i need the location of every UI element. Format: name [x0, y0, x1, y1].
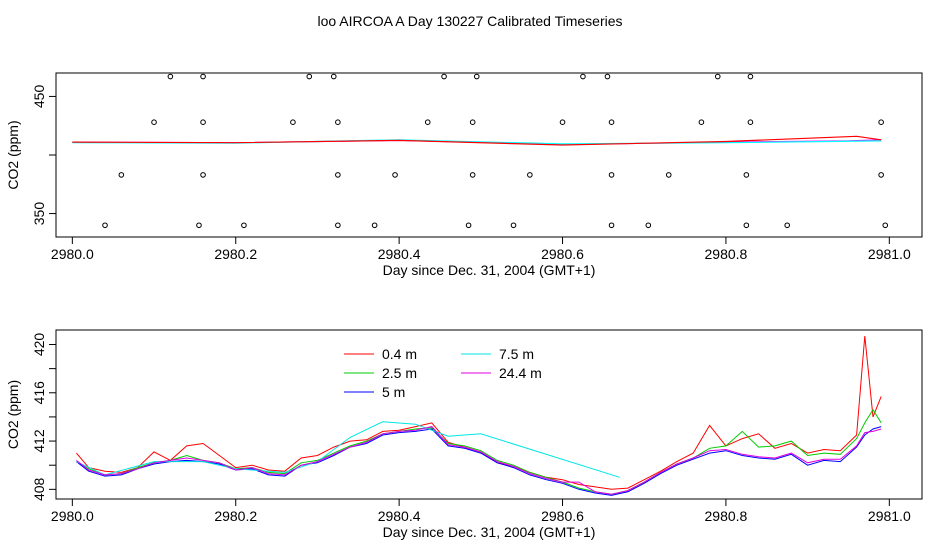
panel0-data-point: [878, 119, 884, 125]
series-line-5-m: [76, 426, 882, 496]
panel0-data-point: [335, 172, 341, 178]
chart-panel-top: 2980.0 2980.2 2980.4 2980.6 2980.8 2981.0 Day …: [5, 72, 923, 278]
panel0-x-axis-label: Day since Dec. 31, 2004 (GMT+1): [383, 262, 596, 278]
panel0-data-point: [118, 172, 125, 178]
panel0-data-point: [200, 172, 206, 178]
panel0-data-point: [645, 222, 652, 229]
panel0-data-point: [747, 119, 754, 125]
series-line-0-4-m: [76, 335, 882, 490]
panel0-data-point: [743, 172, 750, 178]
panel1-x-axis-label: Day since Dec. 31, 2004 (GMT+1): [383, 524, 596, 540]
panel0-data-point: [306, 73, 313, 80]
panel0-x-tick-label: 2980.8: [705, 246, 748, 262]
panel0-x-tick-label: 2980.2: [214, 246, 257, 262]
panel1-y-tick-label: 412: [31, 429, 47, 453]
panel0-data-point: [784, 222, 790, 229]
panel0-x-tick-label: 2981.0: [868, 246, 911, 262]
page-title: loo AIRCOA A Day 130227 Calibrated Times…: [317, 13, 622, 29]
legend-label: 24.4 m: [499, 365, 542, 381]
panel1-x-tick-label: 2980.0: [51, 508, 94, 524]
series-line-2-5-m: [76, 408, 882, 495]
panel1-y-tick-label: 416: [31, 381, 47, 405]
series-line-7-5-m: [76, 421, 620, 478]
panel0-y-tick-label: 450: [31, 85, 47, 109]
panel1-x-tick-label: 2980.6: [541, 508, 584, 524]
legend-label: 5 m: [382, 384, 405, 400]
panel0-data-point: [469, 119, 476, 125]
panel0-x-tick-label: 2980.4: [378, 246, 421, 262]
panel0-y-tick-label: 350: [31, 202, 47, 226]
panel0-data-point: [604, 73, 611, 80]
panel0-plot-frame: [55, 72, 923, 238]
panel0-data-point: [608, 222, 615, 229]
panel0-data-point: [441, 73, 447, 80]
panel1-y-tick-label: 408: [31, 477, 47, 501]
panel1-x-tick-label: 2980.2: [214, 508, 257, 524]
panel0-data-point: [330, 73, 337, 80]
panel0-data-point: [335, 222, 341, 229]
panel0-data-point: [714, 73, 721, 80]
panel0-data-point: [392, 172, 398, 178]
panel0-data-point: [465, 222, 472, 229]
legend: 0.4 m 2.5 m 5 m 7.5 m 24.4 m: [344, 346, 542, 400]
panel0-data-point: [424, 119, 431, 125]
panel0-data-point: [200, 119, 206, 125]
legend-label: 2.5 m: [382, 365, 417, 381]
panel0-data-point: [473, 73, 480, 80]
panel0-data-point: [167, 73, 174, 80]
panel0-x-tick-label: 2980.0: [51, 246, 94, 262]
panel0-data-point: [608, 172, 615, 178]
panel0-data-point: [527, 172, 533, 178]
panel0-data-point: [878, 172, 884, 178]
panel0-data-point: [469, 172, 476, 178]
panel1-y-axis-label: CO2 (ppm): [5, 380, 21, 449]
panel1-x-tick-label: 2981.0: [868, 508, 911, 524]
panel0-x-tick-label: 2980.6: [541, 246, 584, 262]
panel0-data-point: [151, 119, 157, 125]
panel1-x-tick-label: 2980.4: [378, 508, 421, 524]
panel0-data-point: [559, 119, 566, 125]
panel0-data-point: [371, 222, 378, 229]
panel0-data-point: [743, 222, 750, 229]
panel0-data-point: [580, 73, 586, 80]
panel1-plot-frame: [55, 329, 923, 500]
panel0-data-point: [241, 222, 247, 229]
chart-panel-bottom: 2980.0 2980.2 2980.4 2980.6 2980.8 2981.0 Day …: [5, 329, 923, 540]
series-line-24-4-m: [76, 426, 882, 495]
panel0-data-point: [608, 119, 615, 125]
panel1-y-tick-label: 420: [31, 333, 47, 357]
panel0-data-point: [747, 73, 754, 80]
panel0-data-point: [698, 119, 705, 125]
panel0-y-axis-label: CO2 (ppm): [5, 120, 21, 189]
panel0-data-point: [200, 73, 206, 80]
panel0-data-point: [665, 172, 672, 178]
legend-label: 0.4 m: [382, 346, 417, 362]
panel0-data-point: [335, 119, 341, 125]
panel1-x-tick-label: 2980.8: [705, 508, 748, 524]
panel0-data-point: [510, 222, 517, 229]
legend-label: 7.5 m: [499, 346, 534, 362]
panel0-data-point: [882, 222, 889, 229]
panel0-data-point: [290, 119, 296, 125]
panel0-series-line-2: [72, 135, 882, 146]
panel0-data-point: [196, 222, 202, 229]
panel0-data-point: [102, 222, 108, 229]
